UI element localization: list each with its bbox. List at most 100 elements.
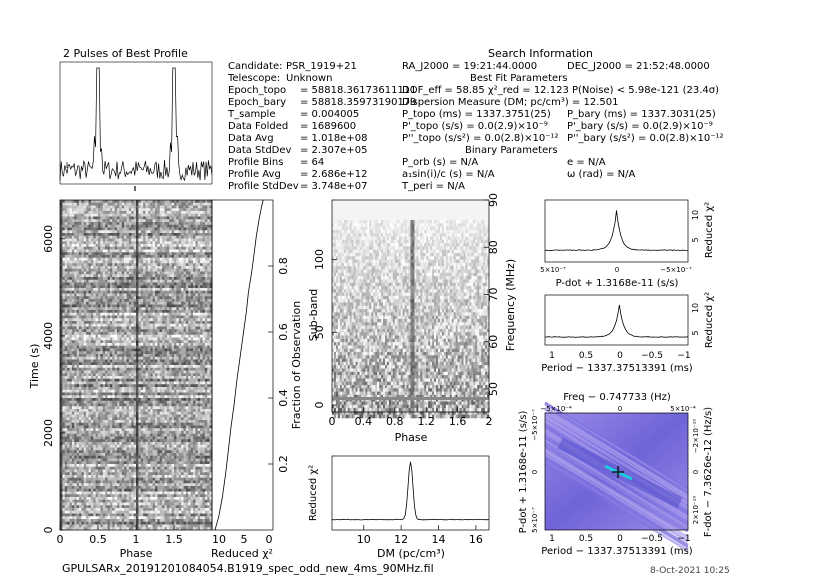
time-phase-cell (162, 412, 165, 415)
time-phase-cell (81, 266, 84, 269)
time-phase-cell (81, 230, 84, 233)
time-phase-cell (62, 324, 65, 327)
time-phase-cell (112, 299, 115, 302)
time-phase-cell (146, 335, 149, 338)
time-phase-cell (129, 247, 132, 250)
time-phase-cell (176, 401, 179, 404)
time-phase-cell (198, 387, 201, 390)
time-phase-cell (193, 261, 196, 264)
time-phase-cell (191, 382, 194, 385)
time-phase-cell (186, 393, 189, 396)
time-phase-cell (67, 406, 70, 409)
time-phase-cell (96, 217, 99, 220)
time-phase-cell (62, 247, 65, 250)
time-phase-cell (122, 250, 125, 253)
time-phase-cell (127, 296, 130, 299)
time-phase-cell (191, 203, 194, 206)
time-phase-cell (79, 219, 82, 222)
time-phase-cell (193, 277, 196, 280)
time-phase-cell (141, 241, 144, 244)
time-phase-cell (91, 360, 94, 363)
time-phase-cell (141, 404, 144, 407)
time-phase-cell (138, 357, 141, 360)
time-phase-cell (115, 398, 118, 401)
time-phase-cell (74, 327, 77, 330)
time-phase-cell (115, 206, 118, 209)
time-phase-cell (174, 206, 177, 209)
time-phase-cell (62, 200, 65, 203)
time-phase-cell (67, 299, 70, 302)
time-phase-cell (191, 277, 194, 280)
time-phase-cell (81, 283, 84, 286)
time-phase-cell (62, 313, 65, 316)
time-phase-cell (89, 263, 92, 266)
time-phase-cell (129, 365, 132, 368)
time-phase-cell (124, 244, 127, 247)
time-phase-cell (200, 280, 203, 283)
time-phase-cell (186, 244, 189, 247)
time-phase-cell (138, 329, 141, 332)
time-phase-cell (108, 406, 111, 409)
time-phase-cell (160, 340, 163, 343)
time-phase-cell (110, 296, 113, 299)
time-phase-cell (169, 258, 172, 261)
time-phase-cell (160, 255, 163, 258)
time-phase-cell (134, 222, 137, 225)
time-phase-cell (157, 219, 160, 222)
time-phase-cell (143, 360, 146, 363)
time-phase-cell (134, 285, 137, 288)
time-phase-cell (174, 390, 177, 393)
time-phase-cell (179, 346, 182, 349)
time-phase-cell (160, 354, 163, 357)
time-phase-cell (136, 233, 139, 236)
time-phase-cell (98, 321, 101, 324)
time-phase-cell (169, 316, 172, 319)
time-phase-cell (96, 294, 99, 297)
time-phase-cell (162, 360, 165, 363)
time-phase-cell (124, 338, 127, 341)
time-phase-cell (105, 283, 108, 286)
time-phase-cell (148, 296, 151, 299)
time-phase-cell (65, 321, 68, 324)
time-phase-cell (77, 310, 80, 313)
time-phase-cell (148, 393, 151, 396)
time-phase-cell (205, 346, 208, 349)
time-phase-cell (93, 222, 96, 225)
time-phase-cell (165, 203, 168, 206)
time-phase-cell (103, 360, 106, 363)
time-phase-cell (146, 230, 149, 233)
time-phase-cell (172, 351, 175, 354)
time-phase-cell (62, 296, 65, 299)
time-phase-cell (134, 288, 137, 291)
time-phase-cell (67, 294, 70, 297)
time-phase-cell (81, 406, 84, 409)
time-phase-cell (148, 409, 151, 412)
time-phase-cell (110, 332, 113, 335)
time-phase-cell (93, 404, 96, 407)
time-phase-cell (124, 401, 127, 404)
time-phase-cell (65, 280, 68, 283)
time-phase-cell (62, 346, 65, 349)
time-phase-cell (67, 349, 70, 352)
time-phase-cell (96, 274, 99, 277)
time-phase-cell (141, 382, 144, 385)
time-phase-cell (138, 222, 141, 225)
time-phase-cell (91, 228, 94, 231)
time-phase-cell (117, 349, 120, 352)
time-phase-cell (155, 332, 158, 335)
time-phase-cell (93, 277, 96, 280)
time-phase-cell (67, 305, 70, 308)
time-phase-cell (207, 219, 210, 222)
time-phase-cell (184, 244, 187, 247)
time-phase-cell (108, 305, 111, 308)
time-phase-cell (148, 285, 151, 288)
time-phase-cell (155, 239, 158, 242)
time-phase-cell (136, 217, 139, 220)
time-phase-cell (162, 335, 165, 338)
time-phase-cell (70, 321, 73, 324)
time-phase-cell (67, 318, 70, 321)
time-phase-cell (127, 263, 130, 266)
time-phase-cell (165, 343, 168, 346)
time-phase-cell (124, 230, 127, 233)
time-phase-cell (193, 291, 196, 294)
